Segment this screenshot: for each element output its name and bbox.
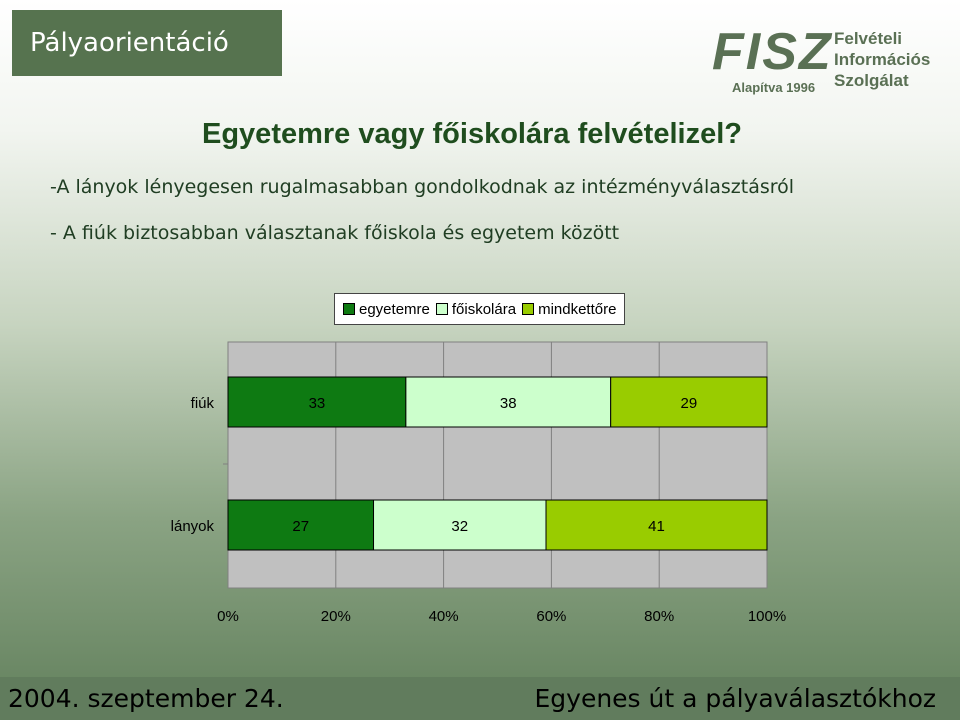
bar-segment-mindkettore xyxy=(545,499,768,551)
x-tick-label: 20% xyxy=(321,608,351,625)
data-label: 33 xyxy=(309,395,326,412)
legend-item-mindkettore: mindkettőre xyxy=(522,301,616,318)
fisz-logo: FISZ Alapítva 1996 Felvételi Információs… xyxy=(712,24,942,104)
data-label: 41 xyxy=(648,518,665,535)
legend-swatch-foiskolara xyxy=(435,303,448,315)
logo-name: Felvételi Információs Szolgálat xyxy=(834,28,930,91)
stacked-bar-chart: 0% 20% 40% 60% 80% 100% 33 38 29 fiúk 27 32 41 lányok xyxy=(171,341,786,625)
logo-name-line: Szolgálat xyxy=(834,71,909,90)
bar-segment-egyetemre xyxy=(227,376,407,428)
x-tick-label: 0% xyxy=(217,608,239,625)
chart-legend: egyetemre főiskolára mindkettőre xyxy=(334,293,626,325)
category-label: lányok xyxy=(171,518,215,535)
category-label: fiúk xyxy=(191,395,215,412)
logo-name-line: Információs xyxy=(834,50,931,69)
x-tick-label: 60% xyxy=(536,608,566,625)
slide-title: Pályaorientáció xyxy=(12,10,282,76)
x-tick-label: 100% xyxy=(748,608,786,625)
legend-item-foiskolara: főiskolára xyxy=(435,300,517,318)
footer-date: 2004. szeptember 24. xyxy=(8,684,284,713)
data-label: 32 xyxy=(451,518,468,535)
x-tick-label: 80% xyxy=(644,608,674,625)
legend-label: mindkettőre xyxy=(538,300,617,318)
bar-segment-foiskolara xyxy=(373,499,547,551)
bar-segment-mindkettore xyxy=(610,376,768,428)
data-label: 27 xyxy=(292,518,309,535)
footer-slogan: Egyenes út a pályaválasztókhoz xyxy=(534,684,936,713)
x-tick-label: 40% xyxy=(429,608,459,625)
data-label: 38 xyxy=(500,395,517,412)
slide-heading: Egyetemre vagy főiskolára felvételizel? xyxy=(202,118,742,150)
footer-bar: 2004. szeptember 24. Egyenes út a pályav… xyxy=(0,677,960,720)
legend-label: egyetemre xyxy=(359,300,430,318)
bullet-boys: - A fiúk biztosabban választanak főiskol… xyxy=(50,222,620,244)
bar-segment-egyetemre xyxy=(227,499,375,551)
legend-item-egyetemre: egyetemre xyxy=(343,301,430,318)
logo-mark: FISZ xyxy=(712,23,833,81)
logo-founded: Alapítva 1996 xyxy=(732,80,816,95)
legend-label: főiskolára xyxy=(451,300,517,318)
bar-segment-foiskolara xyxy=(405,376,612,428)
bullet-girls: -A lányok lényegesen rugalmasabban gondo… xyxy=(50,176,795,198)
logo-name-line: Felvételi xyxy=(834,29,903,48)
legend-swatch-egyetemre xyxy=(343,303,355,315)
legend-swatch-mindkettore xyxy=(522,303,535,315)
data-label: 29 xyxy=(681,395,698,412)
